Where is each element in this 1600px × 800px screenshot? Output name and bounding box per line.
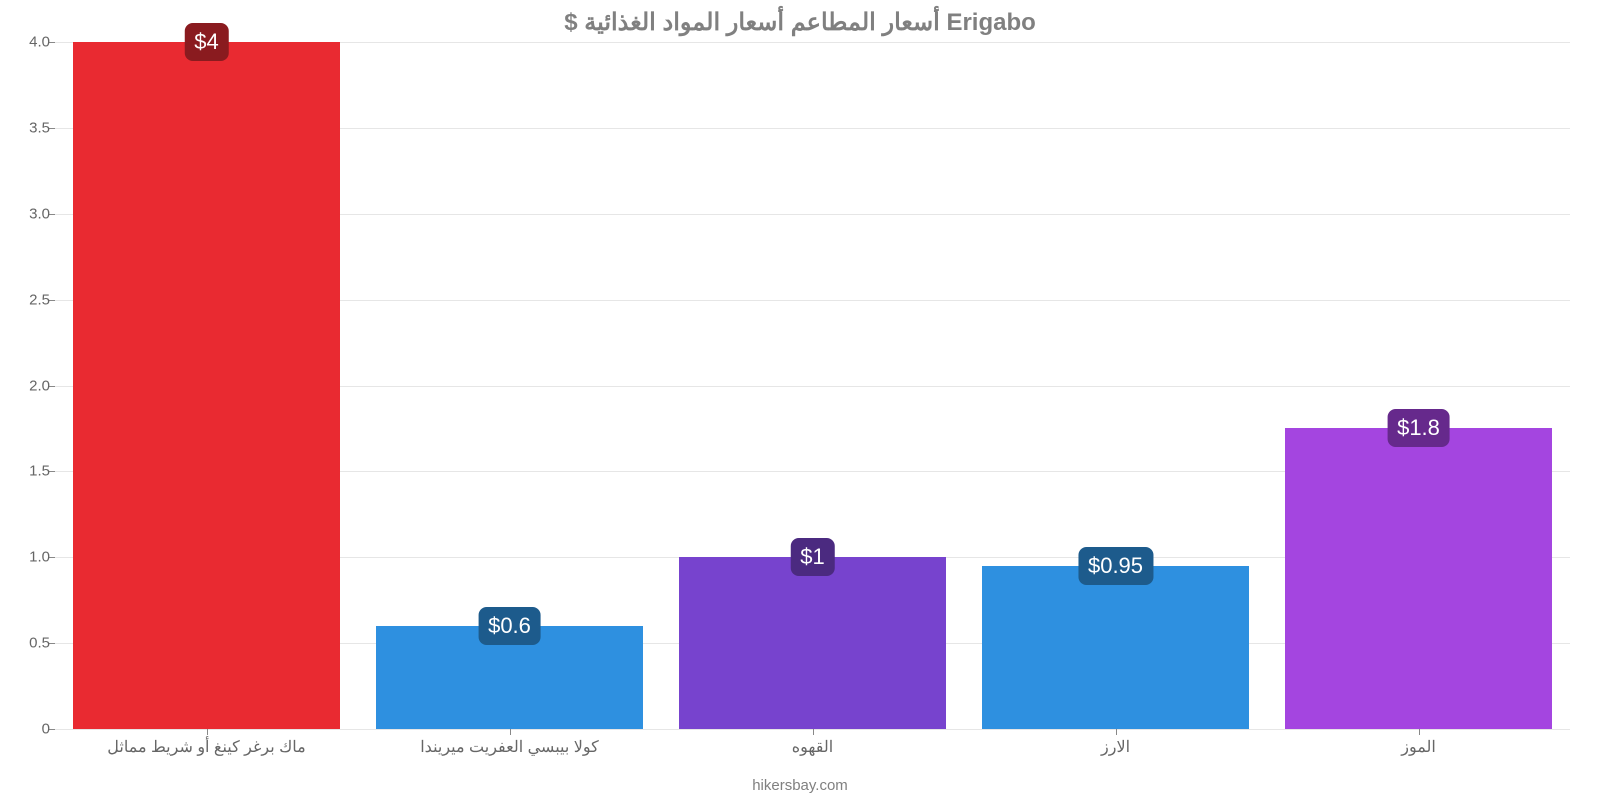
x-tick-label: كولا بيبسي العفريت ميريندا xyxy=(420,737,599,757)
y-tick-label: 2.0 xyxy=(10,377,50,394)
chart-footer: hikersbay.com xyxy=(0,777,1600,794)
x-tick-label: ماك برغر كينغ أو شريط مماثل xyxy=(107,737,305,757)
y-tick-label: 4.0 xyxy=(10,34,50,51)
y-tick-label: 3.0 xyxy=(10,205,50,222)
value-badge: $0.95 xyxy=(1078,547,1153,585)
y-tick-label: 3.5 xyxy=(10,119,50,136)
y-tick-label: 1.0 xyxy=(10,549,50,566)
x-tick-mark xyxy=(1116,729,1117,735)
bar xyxy=(1285,428,1552,729)
x-tick-mark xyxy=(207,729,208,735)
x-tick-mark xyxy=(510,729,511,735)
y-tick-label: 2.5 xyxy=(10,291,50,308)
chart-title: $ أسعار المطاعم أسعار المواد الغذائية Er… xyxy=(0,0,1600,37)
value-badge: $0.6 xyxy=(478,607,541,645)
y-tick-label: 0 xyxy=(10,721,50,738)
plot-area: 00.51.01.52.02.53.03.54.0$4ماك برغر كينغ… xyxy=(55,42,1570,730)
value-badge: $4 xyxy=(184,23,228,61)
x-tick-label: الموز xyxy=(1401,737,1436,757)
y-tick-label: 0.5 xyxy=(10,635,50,652)
value-badge: $1 xyxy=(790,538,834,576)
x-tick-label: الارز xyxy=(1101,737,1130,757)
x-tick-mark xyxy=(813,729,814,735)
bar xyxy=(982,566,1249,729)
y-tick-label: 1.5 xyxy=(10,463,50,480)
value-badge: $1.8 xyxy=(1387,409,1450,447)
x-tick-mark xyxy=(1419,729,1420,735)
x-tick-label: القهوه xyxy=(792,737,833,757)
chart-area: 00.51.01.52.02.53.03.54.0$4ماك برغر كينغ… xyxy=(55,42,1570,730)
bar xyxy=(679,557,946,729)
bar xyxy=(73,42,340,729)
